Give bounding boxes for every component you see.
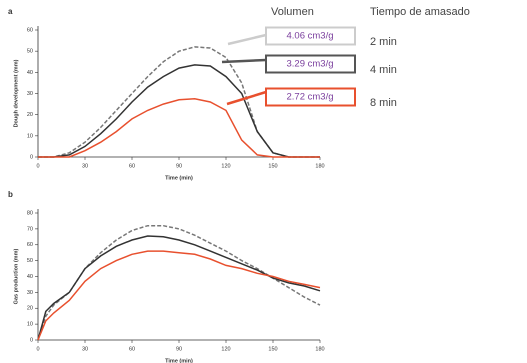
series-line (37, 250, 321, 341)
y-tick-label: 30 (27, 290, 33, 296)
callout-line (226, 90, 267, 106)
legend-box (265, 26, 356, 46)
y-tick-label: 20 (27, 112, 33, 118)
legend-header: Volumen (271, 6, 314, 18)
legend-header: Tiempo de amasado (370, 6, 470, 18)
panel-label: b (8, 190, 13, 199)
y-axis-label: Dough development (mm) (13, 59, 19, 127)
x-tick-label: 60 (129, 346, 135, 352)
x-axis-label: Time (min) (165, 175, 193, 181)
legend-time: 2 min (370, 36, 397, 48)
callout-line (227, 33, 267, 46)
callout-line (221, 58, 267, 64)
series-line (37, 235, 321, 341)
x-tick-label: 120 (221, 163, 230, 169)
x-tick-label: 60 (129, 163, 135, 169)
x-tick-label: 0 (36, 346, 39, 352)
series-line (38, 98, 320, 158)
y-tick-label: 80 (27, 210, 33, 216)
y-tick-label: 40 (27, 274, 33, 280)
legend-box (265, 54, 356, 74)
y-tick-label: 10 (27, 322, 33, 328)
x-tick-label: 90 (176, 346, 182, 352)
x-tick-label: 30 (82, 163, 88, 169)
y-tick-label: 70 (27, 226, 33, 232)
x-axis-label: Time (min) (165, 358, 193, 363)
x-tick-label: 120 (221, 346, 230, 352)
series-line (38, 64, 320, 158)
legend-time: 4 min (370, 64, 397, 76)
legend-volume: 3.29 cm3/g (287, 59, 334, 70)
y-tick-label: 40 (27, 70, 33, 76)
x-tick-label: 90 (176, 163, 182, 169)
legend-volume: 4.06 cm3/g (287, 31, 334, 42)
y-tick-label: 0 (30, 154, 33, 160)
x-tick-label: 180 (315, 346, 324, 352)
x-tick-label: 150 (268, 346, 277, 352)
y-tick-label: 30 (27, 91, 33, 97)
y-tick-label: 60 (27, 27, 33, 33)
y-tick-label: 50 (27, 258, 33, 264)
x-tick-label: 30 (82, 346, 88, 352)
legend-box (265, 87, 356, 107)
legend-volume: 2.72 cm3/g (287, 92, 334, 103)
y-tick-label: 10 (27, 133, 33, 139)
x-tick-label: 0 (36, 163, 39, 169)
y-axis-label: Gas production (mm) (13, 249, 19, 305)
series-line (37, 224, 321, 341)
x-tick-label: 150 (268, 163, 277, 169)
y-tick-label: 0 (30, 337, 33, 343)
x-tick-label: 180 (315, 163, 324, 169)
y-tick-label: 60 (27, 242, 33, 248)
y-tick-label: 50 (27, 49, 33, 55)
legend-time: 8 min (370, 97, 397, 109)
y-tick-label: 20 (27, 306, 33, 312)
panel-label: a (8, 7, 13, 16)
